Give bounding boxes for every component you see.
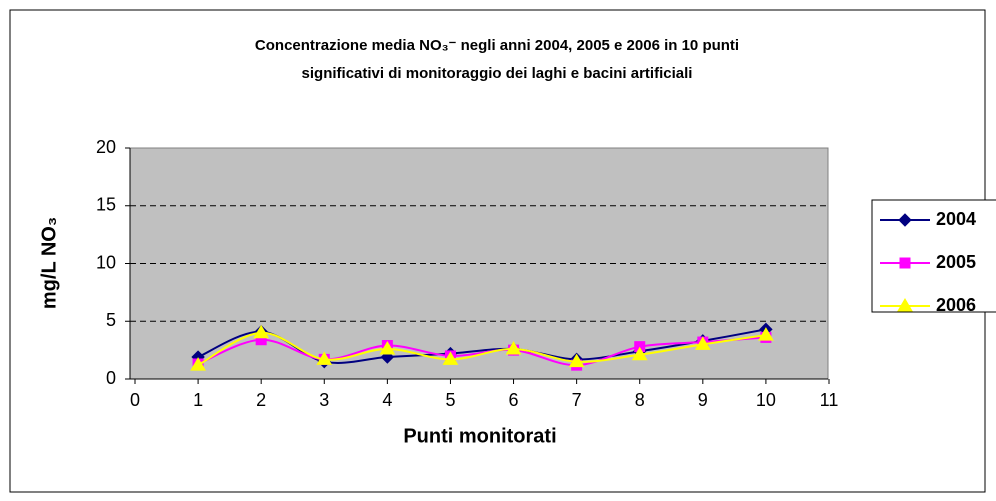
y-tick-label: 10	[96, 252, 116, 272]
data-point	[190, 357, 206, 371]
data-point	[505, 340, 522, 355]
x-tick-label: 10	[756, 390, 776, 410]
legend-marker	[898, 213, 912, 227]
x-tick-label: 3	[319, 390, 329, 410]
y-tick-label: 15	[96, 195, 116, 215]
legend-label: 2004	[936, 209, 976, 229]
data-point	[316, 351, 333, 365]
x-tick-label: 11	[820, 390, 839, 410]
chart-title: Concentrazione media NO₃⁻ negli anni 200…	[255, 37, 739, 54]
x-tick-label: 2	[256, 390, 266, 410]
x-tick-label: 7	[572, 390, 582, 410]
series-line	[197, 336, 766, 367]
y-tick-label: 0	[106, 368, 116, 388]
data-point	[694, 336, 711, 350]
x-tick-label: 4	[382, 390, 392, 410]
x-tick-label: 0	[130, 390, 140, 410]
data-point	[442, 351, 459, 365]
x-tick-label: 9	[698, 390, 708, 410]
legend-label: 2006	[936, 295, 976, 315]
data-point	[253, 324, 270, 339]
chart-title: significativi di monitoraggio dei laghi …	[302, 65, 693, 82]
x-axis-label: Punti monitorati	[403, 425, 556, 447]
data-point	[379, 340, 396, 355]
y-axis-label: mg/L NO₃	[38, 217, 60, 309]
legend	[871, 199, 996, 313]
y-tick-label: 20	[96, 137, 116, 157]
x-tick-label: 1	[193, 390, 203, 410]
x-tick-label: 8	[635, 390, 645, 410]
legend-marker	[897, 298, 913, 312]
legend-marker	[899, 257, 911, 269]
x-tick-label: 6	[509, 390, 519, 410]
legend-label: 2005	[936, 252, 976, 272]
series-line	[197, 331, 767, 367]
x-tick-label: 5	[445, 390, 455, 410]
data-point	[758, 327, 774, 341]
data-point	[568, 353, 585, 368]
data-point	[631, 346, 648, 361]
y-tick-label: 5	[106, 310, 116, 330]
